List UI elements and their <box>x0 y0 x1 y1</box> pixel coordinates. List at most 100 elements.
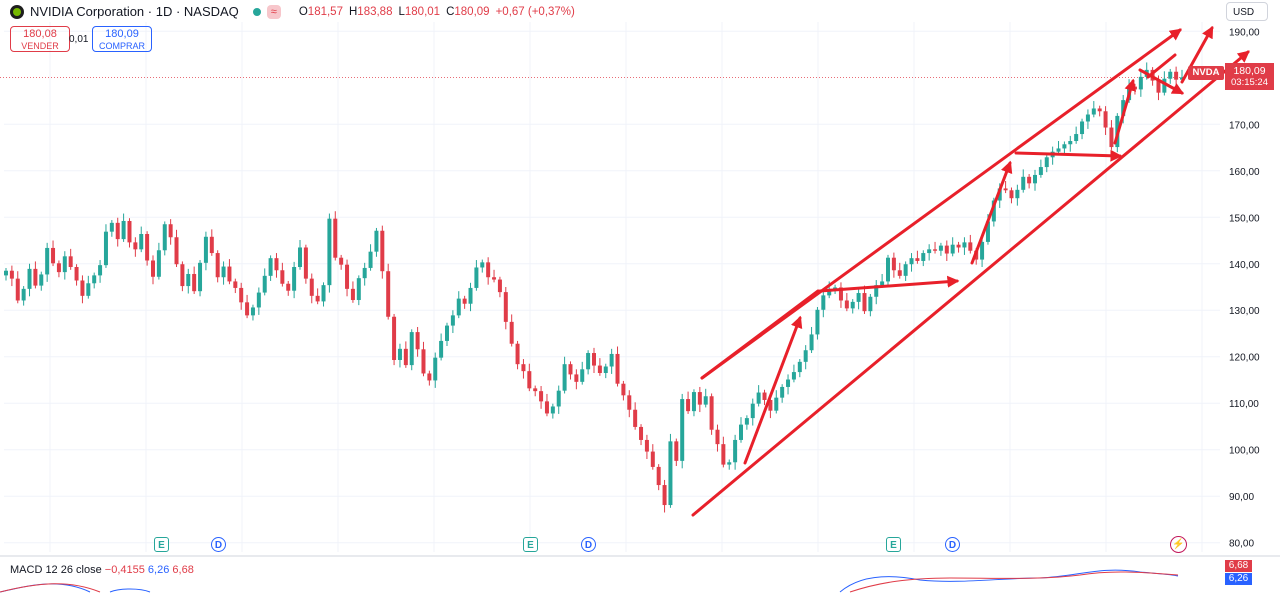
candle-body <box>697 392 702 405</box>
candle-body <box>450 315 455 326</box>
ohlc-key: H <box>348 5 358 18</box>
candle-body <box>868 296 873 312</box>
candle-body <box>462 298 467 304</box>
price-tick-label: 170,00 <box>1229 120 1260 131</box>
candle-body <box>668 441 673 506</box>
candle-body <box>1121 100 1126 116</box>
candle-body <box>950 244 955 254</box>
candle-body <box>350 288 355 301</box>
candle-body <box>374 230 379 252</box>
candle-body <box>1015 189 1020 199</box>
dividend-event-icon[interactable]: D <box>945 537 960 552</box>
price-axis[interactable]: 80,00 90,00 100,00 110,00 120,00 130,00 140,00… <box>1229 27 1260 549</box>
price-tick-label: 90,00 <box>1229 492 1254 503</box>
candle-body <box>221 266 226 278</box>
candle-body <box>403 348 408 366</box>
candle-body <box>121 220 126 240</box>
candle-body <box>562 364 567 391</box>
candle-body <box>844 300 849 309</box>
price-tick-label: 120,00 <box>1229 353 1260 364</box>
market-status-icon[interactable] <box>252 7 261 16</box>
wave-icon[interactable]: ≈ <box>266 4 281 19</box>
candle-body <box>644 439 649 452</box>
candle-body <box>580 369 585 382</box>
buy-button[interactable]: 180,09 COMPRAR <box>92 26 152 52</box>
candle-body <box>938 245 943 251</box>
candle-body <box>51 247 56 264</box>
candle-body <box>703 396 708 405</box>
candle-body <box>397 348 402 360</box>
channel-line <box>743 315 803 465</box>
candle-body <box>750 403 755 419</box>
candle-body <box>298 247 302 268</box>
candle-body <box>21 288 26 301</box>
dividend-event-icon[interactable]: D <box>581 537 596 552</box>
candle-body <box>445 325 449 341</box>
candle-body <box>862 293 867 312</box>
ohlc-change: +0,67 (+0,37%) <box>495 5 575 18</box>
candle-body <box>492 277 497 280</box>
lightning-event-icon[interactable]: ⚡ <box>1170 536 1187 553</box>
currency-selector[interactable]: USD <box>1226 2 1268 21</box>
candle-body <box>768 399 773 411</box>
candle-body <box>292 267 297 291</box>
candle-body <box>515 343 520 365</box>
symbol-title[interactable]: NVIDIA Corporation · 1D · NASDAQ <box>30 4 239 19</box>
ohlc-key: C <box>446 5 455 18</box>
channel-line <box>818 275 960 293</box>
ohlc-value: 180,09 <box>454 5 490 18</box>
candle-body <box>62 256 67 273</box>
sell-button[interactable]: 180,08 VENDER <box>10 26 70 52</box>
candle-body <box>409 332 414 366</box>
candle-body <box>503 292 508 322</box>
ohlc-key: O <box>298 5 308 18</box>
candle-body <box>127 220 132 243</box>
candle-body <box>680 399 685 461</box>
candle-body <box>103 231 108 266</box>
macd-histogram-value: −0,4155 <box>104 564 145 576</box>
earnings-event-icon[interactable]: E <box>886 537 901 552</box>
candle-body <box>691 392 696 412</box>
candle-body <box>115 222 120 240</box>
candle-body <box>956 244 961 248</box>
candle-body <box>250 307 255 316</box>
candle-body <box>639 426 644 440</box>
candle-body <box>33 268 38 286</box>
signal-line <box>0 583 101 593</box>
candle-body <box>574 374 579 382</box>
buy-price: 180,09 <box>105 28 139 40</box>
candle-body <box>256 292 261 308</box>
candle-body <box>1038 167 1043 175</box>
earnings-event-icon[interactable]: E <box>523 537 538 552</box>
candle-body <box>727 462 732 465</box>
candle-body <box>521 364 526 372</box>
candle-body <box>733 439 738 463</box>
candle-body <box>980 241 985 260</box>
candle-body <box>262 275 267 293</box>
symbol-header[interactable]: NVIDIA Corporation · 1D · NASDAQ ≈ O181,… <box>10 4 575 19</box>
candle-body <box>586 353 591 370</box>
candle-body <box>86 283 91 296</box>
candle-body <box>827 288 832 296</box>
candle-body <box>856 293 861 302</box>
dividend-event-icon[interactable]: D <box>211 537 226 552</box>
candle-body <box>709 396 714 430</box>
candle-body <box>315 295 320 302</box>
candle-body <box>192 273 197 292</box>
earnings-event-icon[interactable]: E <box>154 537 169 552</box>
candle-body <box>933 249 938 251</box>
macd-legend[interactable]: MACD 12 26 close −0,4155 6,26 6,68 <box>10 564 194 576</box>
candle-body <box>809 334 814 351</box>
candle-body <box>68 256 73 268</box>
candle-body <box>609 353 614 367</box>
candle-body <box>74 267 79 281</box>
candle-body <box>838 287 843 301</box>
candle-body <box>27 268 32 289</box>
candle-body <box>480 262 485 268</box>
candle-body <box>227 266 232 282</box>
candle-body <box>1097 108 1102 112</box>
candle-body <box>674 441 679 461</box>
candle-body <box>550 406 555 414</box>
candle-body <box>592 353 596 366</box>
